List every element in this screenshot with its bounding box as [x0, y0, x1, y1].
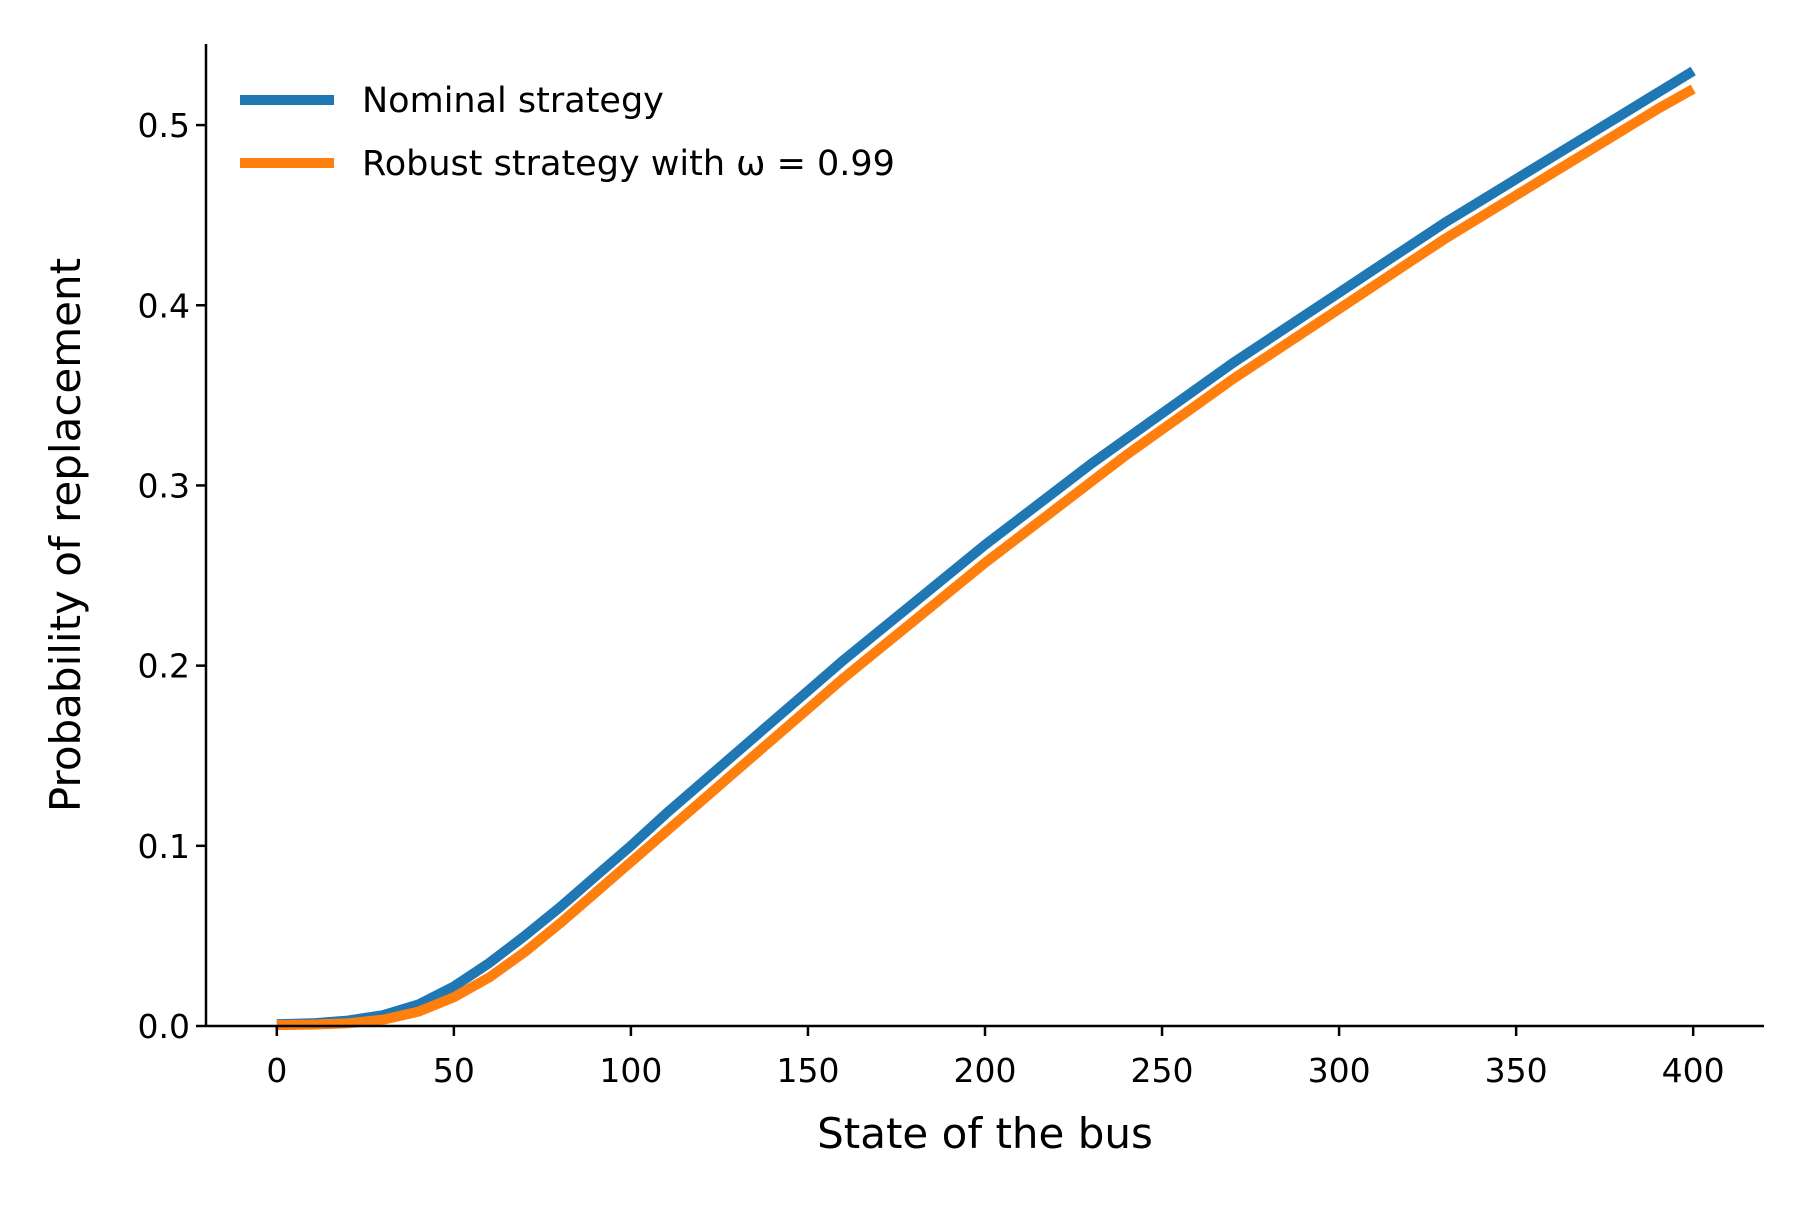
y-tick-label: 0.2 — [138, 647, 190, 686]
series-line-0 — [276, 66, 1696, 1030]
y-axis-title: Probability of replacement — [41, 258, 90, 812]
y-axis-ticks: 0.0 0.1 0.2 0.3 0.4 0.5 — [138, 106, 206, 1046]
y-tick-label: 0.4 — [138, 286, 190, 325]
series-layer — [276, 66, 1696, 1031]
x-tick-label: 250 — [1131, 1051, 1194, 1090]
x-tick-label: 50 — [433, 1051, 475, 1090]
series-line-1 — [276, 84, 1696, 1031]
legend-label-1: Robust strategy with ω = 0.99 — [362, 144, 895, 184]
y-tick-label: 0.0 — [138, 1007, 190, 1046]
x-tick-label: 100 — [599, 1051, 662, 1090]
legend-label-0: Nominal strategy — [362, 81, 664, 121]
x-axis-ticks: 0 50 100 150 200 250 300 350 400 — [266, 1026, 1725, 1090]
legend: Nominal strategy Robust strategy with ω =… — [240, 81, 895, 184]
x-tick-label: 350 — [1485, 1051, 1548, 1090]
x-tick-label: 200 — [954, 1051, 1017, 1090]
x-axis-title: State of the bus — [817, 1109, 1153, 1158]
x-tick-label: 0 — [266, 1051, 287, 1090]
x-tick-label: 300 — [1308, 1051, 1371, 1090]
x-tick-label: 400 — [1662, 1051, 1725, 1090]
x-tick-label: 150 — [776, 1051, 839, 1090]
y-tick-label: 0.5 — [138, 106, 190, 145]
y-tick-label: 0.3 — [138, 466, 190, 505]
y-tick-label: 0.1 — [138, 827, 190, 866]
